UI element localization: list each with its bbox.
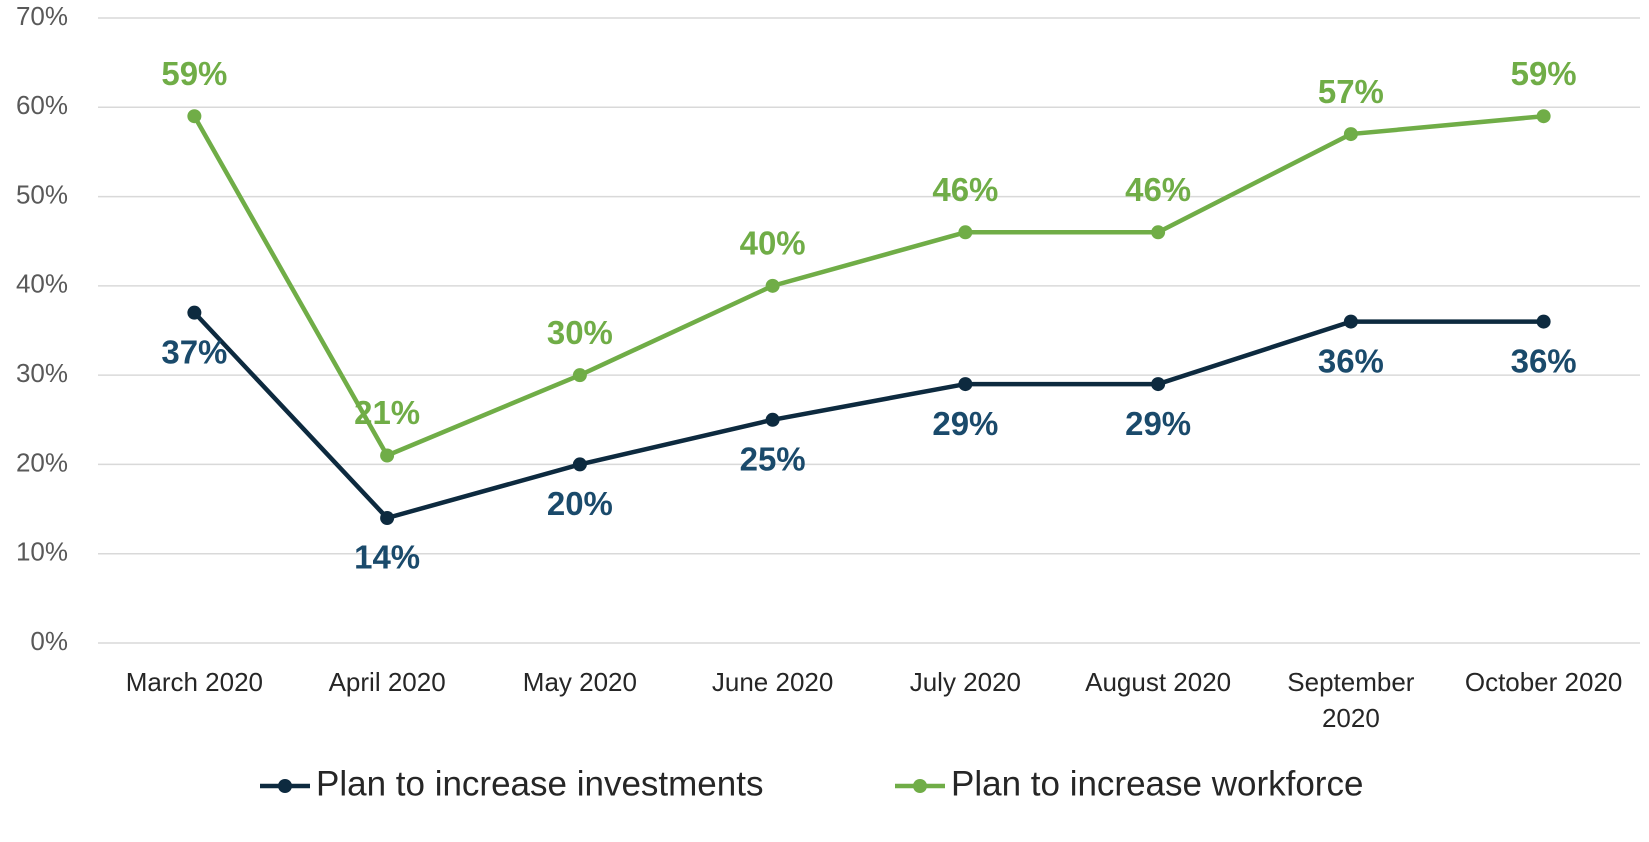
point [1536, 109, 1551, 124]
y-tick-label: 10% [16, 537, 68, 567]
data-label: 57% [1318, 73, 1384, 110]
data-label: 21% [354, 394, 420, 431]
point [958, 377, 973, 392]
x-tick-label: July 2020 [909, 667, 1022, 697]
data-label: 20% [547, 485, 613, 522]
data-label: 36% [1318, 342, 1384, 379]
point [187, 109, 202, 124]
point [1343, 314, 1358, 329]
legend-marker [278, 779, 292, 793]
x-tick-label: April 2020 [328, 667, 446, 697]
y-tick-label: 40% [16, 269, 68, 299]
y-tick-label: 20% [16, 447, 68, 477]
data-label: 36% [1511, 342, 1577, 379]
data-label: 46% [932, 171, 998, 208]
x-tick-label: May 2020 [522, 667, 637, 697]
series-line [192, 113, 1544, 459]
y-tick-label: 50% [16, 179, 68, 209]
series-line [192, 311, 1544, 521]
y-tick-label: 30% [16, 358, 68, 388]
point [1151, 225, 1166, 240]
point [380, 448, 395, 463]
y-tick-label: 70% [16, 1, 68, 31]
point [1536, 314, 1551, 329]
legend-marker [913, 779, 927, 793]
x-tick-label: September 2020 [1287, 667, 1415, 733]
data-label: 29% [1125, 405, 1191, 442]
x-tick-label: August 2020 [1085, 667, 1232, 697]
data-label: 40% [740, 225, 806, 262]
data-label: 37% [161, 333, 227, 370]
point [958, 225, 973, 240]
point [1343, 127, 1358, 142]
point [765, 412, 780, 427]
y-tick-label: 0% [30, 626, 68, 656]
legend-label: Plan to increase investments [316, 764, 763, 803]
y-tick-label: 60% [16, 90, 68, 120]
x-tick-label: March 2020 [125, 667, 264, 697]
x-tick-label: October 2020 [1464, 667, 1623, 697]
x-tick-label: June 2020 [711, 667, 834, 697]
data-label: 14% [354, 539, 420, 576]
point [765, 278, 780, 293]
legend-label: Plan to increase workforce [951, 764, 1363, 803]
data-label: 25% [740, 441, 806, 478]
point [572, 368, 587, 383]
data-label: 30% [547, 314, 613, 351]
point [1151, 377, 1166, 392]
data-label: 59% [161, 55, 227, 92]
data-label: 29% [932, 405, 998, 442]
point [187, 305, 202, 320]
point [572, 457, 587, 472]
data-label: 46% [1125, 171, 1191, 208]
data-label: 59% [1511, 55, 1577, 92]
point [380, 511, 395, 525]
